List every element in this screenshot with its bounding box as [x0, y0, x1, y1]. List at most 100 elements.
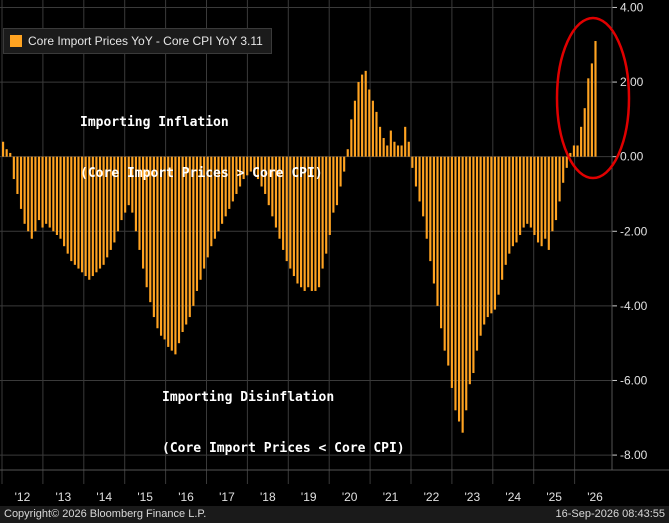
- bar: [440, 156, 443, 329]
- bar: [307, 156, 310, 288]
- bar: [249, 156, 252, 172]
- x-tick-label: '25: [546, 490, 562, 504]
- bar: [562, 156, 565, 183]
- bar: [583, 108, 586, 157]
- bar: [274, 156, 278, 228]
- bar: [253, 156, 256, 176]
- bar: [411, 156, 414, 168]
- bar: [314, 156, 317, 291]
- bar: [80, 156, 84, 273]
- bar: [159, 156, 163, 336]
- bar: [522, 156, 525, 228]
- bar: [213, 156, 216, 239]
- bar: [9, 152, 12, 157]
- bar: [310, 156, 313, 291]
- annotation-disinflation-line1: Importing Disinflation: [162, 390, 335, 405]
- bar: [142, 156, 145, 269]
- bar: [231, 156, 234, 202]
- bar: [544, 156, 547, 239]
- bar: [346, 149, 349, 157]
- legend-swatch: [10, 35, 22, 47]
- bar: [558, 156, 561, 202]
- bar: [170, 156, 173, 351]
- bar: [55, 156, 59, 235]
- x-tick-label: '20: [342, 490, 358, 504]
- highlight-circle: [555, 16, 631, 180]
- bar: [163, 156, 166, 340]
- x-tick-label: '24: [505, 490, 521, 504]
- bar: [393, 141, 396, 157]
- x-tick-label: '21: [383, 490, 399, 504]
- bar: [389, 130, 392, 157]
- y-tick-label: -4.00: [620, 299, 648, 313]
- bar: [41, 156, 44, 228]
- x-axis-ticks: '12 '13 '14 '15 '16 '17 '18 '19 '20 '21 '22 '23 '24 '…: [0, 469, 669, 504]
- bar: [335, 156, 339, 206]
- bar: [325, 156, 328, 254]
- annotation-importing-inflation: Importing Inflation (Core Import Prices …: [80, 80, 323, 199]
- bar: [23, 156, 26, 224]
- bar: [317, 156, 321, 288]
- legend-label: Core Import Prices YoY - Core CPI YoY 3.…: [28, 34, 263, 48]
- bar: [221, 156, 224, 224]
- bar: [554, 156, 558, 221]
- x-tick-label: '19: [301, 490, 317, 504]
- bar: [52, 156, 55, 232]
- bar: [66, 156, 69, 254]
- bar: [504, 156, 507, 265]
- bar: [174, 156, 177, 355]
- bar: [95, 156, 98, 273]
- bar: [59, 156, 62, 239]
- bar: [432, 156, 435, 284]
- y-tick-label: -2.00: [620, 224, 648, 238]
- bar: [63, 156, 66, 247]
- bar: [156, 156, 159, 329]
- y-tick-label: 4.00: [620, 0, 644, 14]
- bar: [27, 156, 30, 232]
- bar: [152, 156, 155, 318]
- bar: [375, 111, 378, 157]
- bar: [2, 141, 5, 157]
- bar: [540, 156, 543, 247]
- bar: [45, 156, 48, 224]
- bar: [483, 156, 486, 325]
- bar: [493, 156, 497, 310]
- bar: [350, 119, 353, 157]
- bar: [508, 156, 511, 254]
- bar: [192, 156, 195, 306]
- bar: [378, 126, 382, 157]
- bar: [519, 156, 522, 235]
- bar: [124, 156, 127, 213]
- bar: [109, 156, 112, 250]
- bar: [536, 156, 540, 243]
- bar: [468, 156, 471, 385]
- bar: [278, 156, 281, 239]
- bar: [407, 141, 410, 157]
- copyright-text: Copyright© 2026 Bloomberg Finance L.P.: [4, 508, 207, 520]
- bar: [185, 156, 188, 325]
- bar: [454, 156, 457, 411]
- bar: [529, 156, 532, 228]
- bar: [296, 156, 299, 284]
- timestamp-text: 16-Sep-2026 08:43:55: [555, 508, 665, 520]
- bar: [116, 156, 120, 232]
- bar: [120, 156, 123, 221]
- bar: [371, 100, 374, 157]
- bar: [357, 82, 360, 157]
- bar: [594, 41, 597, 157]
- bar: [246, 156, 249, 176]
- bar: [479, 156, 482, 336]
- bar: [501, 156, 504, 280]
- bar: [149, 156, 152, 303]
- x-tick-label: '23: [465, 490, 481, 504]
- x-tick-label: '14: [96, 490, 112, 504]
- y-axis-ticks: 4.00 2.00 0.00 -2.00 -4.00 -6.00 -8.00: [611, 0, 648, 470]
- bar: [5, 149, 8, 157]
- bar: [282, 156, 285, 250]
- bar: [210, 156, 213, 247]
- bar: [436, 156, 439, 306]
- bar: [447, 156, 450, 366]
- bar: [472, 156, 475, 374]
- bar: [565, 156, 568, 168]
